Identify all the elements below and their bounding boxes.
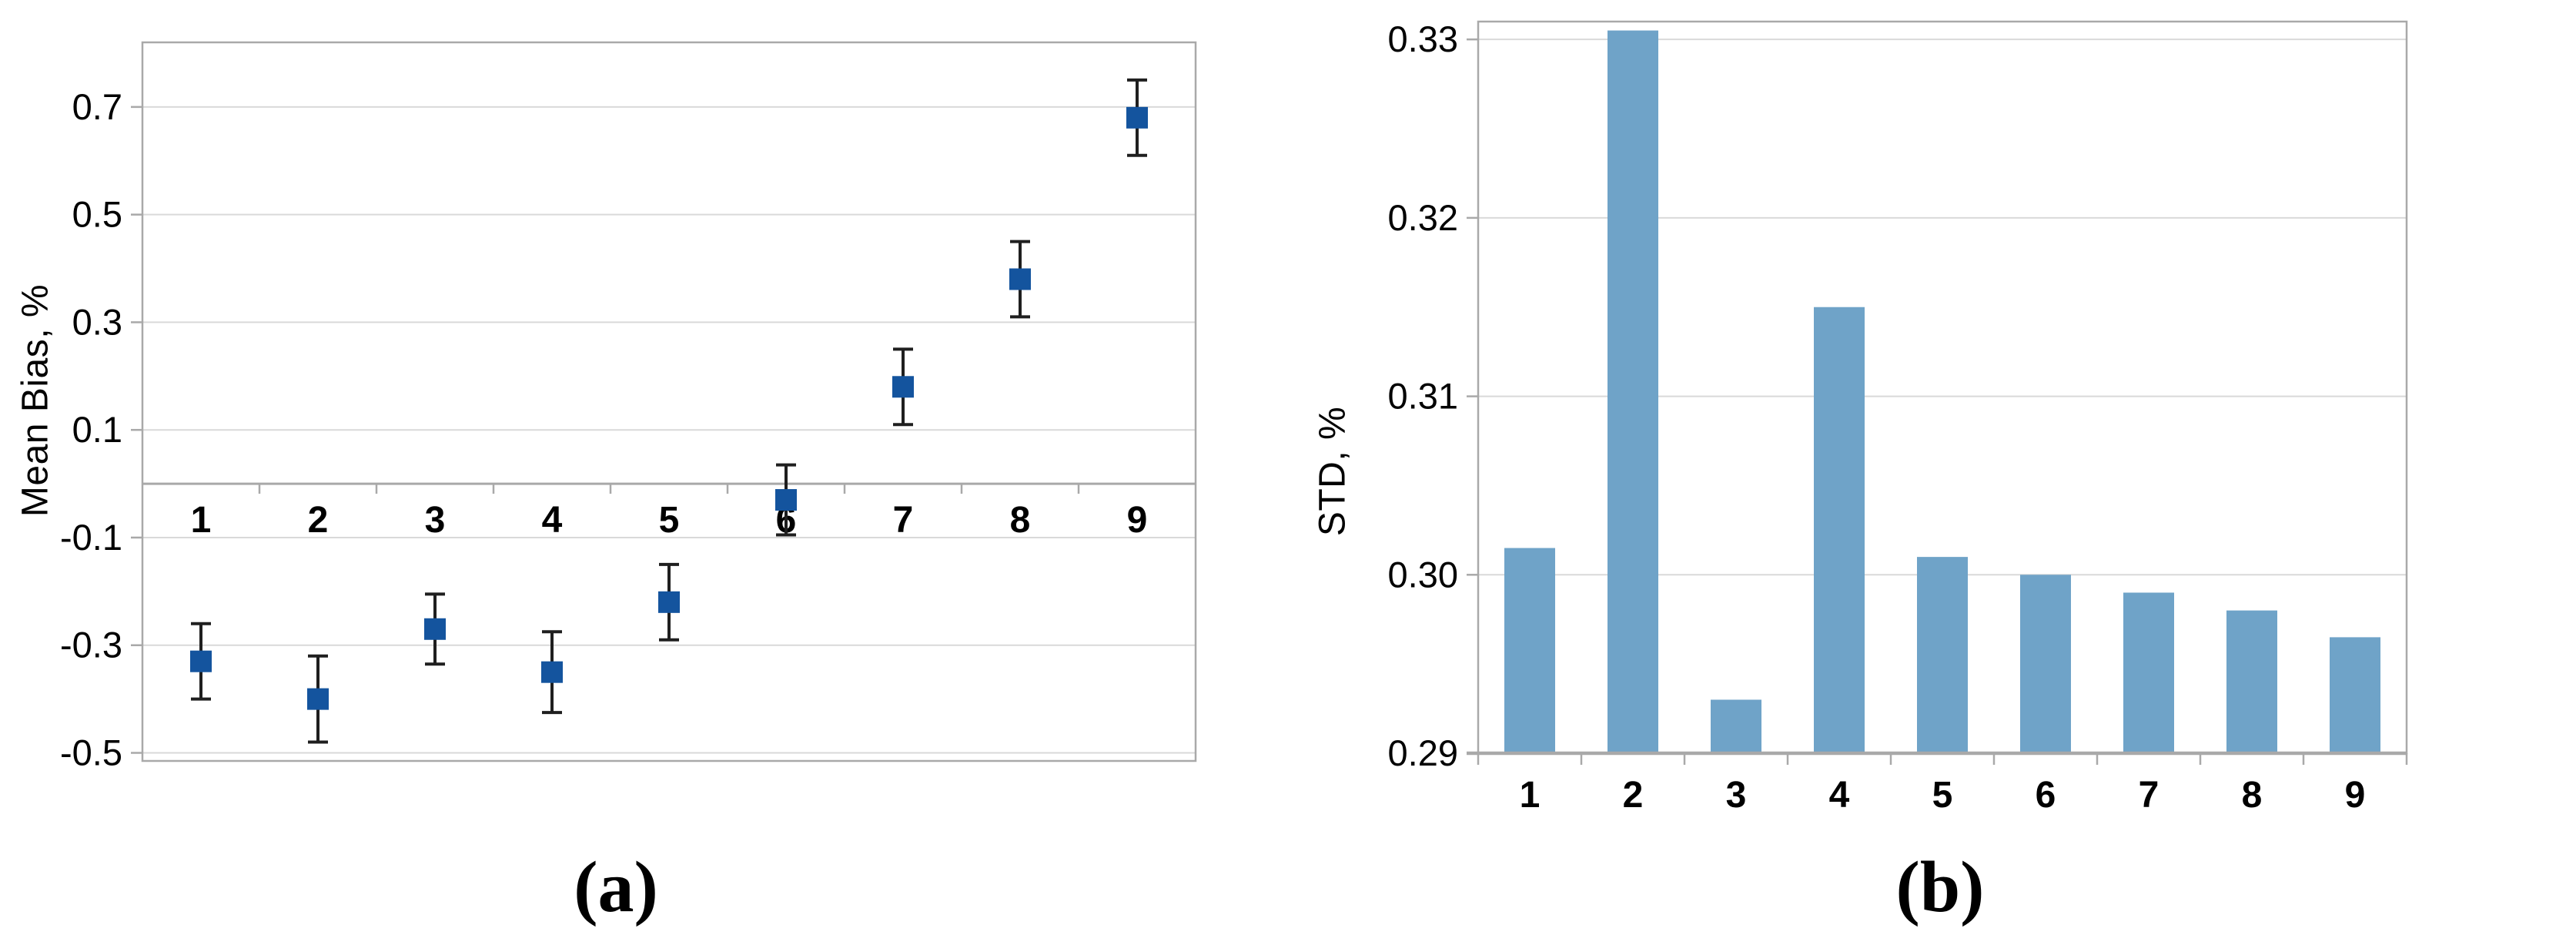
- square-marker: [307, 688, 329, 710]
- square-marker: [1126, 106, 1148, 129]
- square-marker: [658, 591, 680, 613]
- y-tick-label: -0.5: [60, 732, 122, 773]
- x-category-label: 2: [308, 500, 329, 541]
- x-category-label: 9: [1127, 500, 1148, 541]
- x-category-label: 9: [2345, 775, 2366, 816]
- x-category-label: 3: [425, 500, 446, 541]
- y-tick-label: -0.1: [60, 517, 122, 558]
- y-tick-label: 0.30: [1388, 554, 1458, 595]
- square-marker: [1009, 268, 1031, 290]
- x-category-label: 2: [1623, 775, 1644, 816]
- x-category-label: 1: [191, 500, 212, 541]
- y-tick-label: 0.32: [1388, 197, 1458, 238]
- bar: [2226, 610, 2277, 753]
- x-category-label: 1: [1520, 775, 1541, 816]
- y-tick-label: 0.31: [1388, 376, 1458, 417]
- y-tick-label: 0.33: [1388, 18, 1458, 59]
- x-category-label: 4: [1829, 775, 1850, 816]
- x-category-label: 7: [893, 500, 914, 541]
- bar: [2020, 575, 2071, 753]
- chart-b-std-bar-chart: 0.33 0.32 0.31 0.30 0.29 1 2 3 4 5 6 7 8 9: [1388, 18, 2408, 816]
- y-tick-label: 0.5: [72, 194, 122, 235]
- y-tick-label: 0.3: [72, 301, 122, 342]
- square-marker: [892, 376, 914, 398]
- x-category-label: 4: [542, 500, 563, 541]
- y-tick-label: -0.3: [60, 625, 122, 665]
- x-category-label: 8: [1010, 500, 1031, 541]
- y-tick-label: 0.7: [72, 86, 122, 127]
- y-tick-label: 0.1: [72, 409, 122, 450]
- y-tick-label: 0.29: [1388, 732, 1458, 773]
- square-marker: [190, 650, 212, 672]
- bar: [2123, 592, 2174, 753]
- subfigure-caption-a: (a): [574, 847, 658, 927]
- x-category-label: 6: [2036, 775, 2056, 816]
- x-category-label: 7: [2139, 775, 2159, 816]
- bar: [1814, 307, 1865, 754]
- x-category-label: 5: [659, 500, 680, 541]
- plot-border: [141, 41, 1197, 762]
- bar: [1711, 699, 1761, 753]
- chart-a-mean-bias-scatter: 0.70.50.30.1-0.1-0.3-0.5123456789: [60, 41, 1197, 773]
- subfigure-caption-b: (b): [1895, 847, 1985, 927]
- x-category-label: 5: [1932, 775, 1953, 816]
- square-marker: [424, 618, 446, 640]
- square-marker: [541, 661, 563, 683]
- bar: [2330, 637, 2380, 753]
- square-marker: [775, 489, 797, 511]
- bar: [1504, 548, 1555, 753]
- bar: [1607, 30, 1658, 753]
- x-category-label: 8: [2242, 775, 2263, 816]
- x-category-label: 3: [1726, 775, 1747, 816]
- bar: [1917, 557, 1968, 753]
